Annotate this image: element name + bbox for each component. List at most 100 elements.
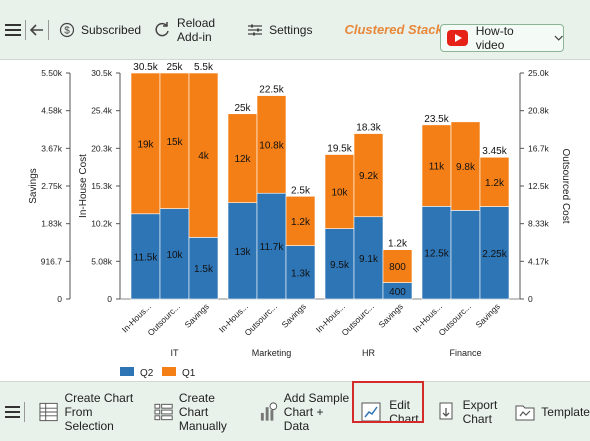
inhouse-tick-label: 5.08k: [91, 256, 113, 266]
add-sample-chart-button[interactable]: Add Sample Chart + Data: [259, 391, 350, 433]
settings-label: Settings: [269, 22, 313, 37]
menu-icon[interactable]: [5, 405, 21, 418]
data-label-q2: 9.5k: [330, 260, 350, 271]
howto-label: How-to video: [475, 24, 514, 52]
bar-q1: [188, 72, 219, 238]
data-label-q1: 11k: [429, 162, 445, 173]
folder-template-icon: [515, 405, 535, 420]
group-label: Marketing: [252, 348, 292, 358]
category-tick-label: Savings: [376, 301, 404, 329]
data-label-q2: 13k: [234, 247, 251, 258]
data-label-q1: 12k: [234, 154, 251, 165]
back-arrow-icon[interactable]: [30, 23, 44, 37]
data-label-total: 23.5k: [424, 114, 449, 125]
bar-q1: [324, 154, 355, 229]
savings-tick-label: 1.83k: [41, 219, 63, 229]
edit-chart-highlight: [352, 381, 424, 423]
template-label: Template: [541, 404, 590, 419]
data-label-total: 19.5k: [327, 144, 352, 155]
reload-label-2: Add-in: [177, 29, 212, 44]
export-chart-label-2: Chart: [462, 411, 492, 426]
savings-tick-label: 3.67k: [41, 143, 63, 153]
edit-chart-icon: [361, 402, 381, 421]
outsourced-tick-label: 25.0k: [528, 68, 550, 78]
inhouse-tick-label: 10.2k: [91, 219, 113, 229]
savings-tick-label: 2.75k: [41, 181, 63, 191]
chart-title: Clustered Stacked...: [344, 22, 469, 37]
bar-q2: [324, 228, 355, 300]
settings-button[interactable]: Settings: [247, 23, 312, 37]
outsourced-axis-title: Outsourced Cost: [560, 148, 571, 223]
group-label: HR: [362, 348, 375, 358]
data-label-q2: 9.1k: [359, 254, 379, 265]
bar-q1: [256, 95, 287, 194]
howto-video-button[interactable]: How-to video: [440, 24, 564, 52]
create-chart-manually-button[interactable]: Create Chart Manually: [154, 391, 245, 433]
divider: [48, 19, 49, 40]
export-chart-button[interactable]: Export Chart: [439, 398, 497, 426]
savings-axis-title: Savings: [28, 168, 39, 204]
savings-tick-label: 4.58k: [41, 106, 63, 116]
data-label-q2: 1.3k: [291, 268, 311, 279]
bar-q1: [421, 124, 452, 207]
bar-q1: [159, 72, 190, 209]
data-label-total: 25k: [166, 62, 183, 73]
data-label-q1: 15k: [166, 137, 183, 148]
outsourced-tick-label: 16.7k: [528, 143, 550, 153]
outsourced-tick-label: 8.33k: [528, 219, 550, 229]
data-label-q1: 4k: [198, 151, 210, 162]
chevron-down-icon: [554, 35, 563, 41]
bar-q1: [285, 195, 316, 246]
data-label-q1: 800: [389, 262, 406, 273]
chart: 5.50k 4.58k 3.67k 2.75k 1.83k 916.7 0 30.5k 25.4…: [28, 62, 571, 379]
bar-q2: [353, 216, 384, 300]
bar-q2: [159, 208, 190, 300]
reload-addin-button[interactable]: Reload Add-in: [153, 16, 215, 44]
inhouse-tick-label: 25.4k: [91, 106, 113, 116]
bottom-toolbar: Create Chart From Selection Create Chart…: [0, 381, 590, 441]
manual-table-icon: [154, 403, 173, 420]
data-label-q2: 11.5k: [134, 252, 159, 263]
settings-sliders-icon: [248, 24, 263, 35]
data-label-q1: 1.2k: [485, 178, 505, 189]
table-grid-icon: [39, 402, 58, 421]
subscribed-button[interactable]: $ Subscribed: [59, 22, 141, 38]
data-label-q2: 2.25k: [482, 249, 507, 260]
legend-label-q2: Q2: [140, 368, 154, 379]
dollar-icon: $: [59, 22, 75, 37]
group-label: Finance: [449, 348, 481, 358]
template-button[interactable]: Template: [515, 403, 590, 421]
legend-swatch-q2: [120, 367, 134, 376]
bar-q1: [130, 72, 161, 215]
category-tick-label: Savings: [279, 301, 307, 329]
inhouse-tick-label: 30.5k: [91, 68, 113, 78]
outsourced-tick-label: 0: [528, 294, 533, 304]
group-label: IT: [171, 348, 180, 358]
create-chart-from-selection-button[interactable]: Create Chart From Selection: [39, 391, 141, 433]
legend-swatch-q1: [162, 367, 176, 376]
savings-tick-label: 916.7: [41, 256, 63, 266]
data-label-q1: 1.2k: [291, 217, 311, 228]
reload-label-1: Reload: [177, 15, 216, 30]
data-label-q1: 10.8k: [259, 140, 284, 151]
add-sample-label-1: Add Sample: [283, 390, 350, 405]
create-manual-label-1: Create Chart: [178, 390, 215, 419]
bar-q1: [353, 133, 384, 218]
divider: [24, 401, 26, 422]
reload-icon: [155, 21, 169, 36]
outsourced-tick-label: 20.8k: [528, 106, 550, 116]
category-tick-label: Savings: [182, 301, 210, 329]
subscribed-label: Subscribed: [81, 22, 142, 37]
bar-q2: [256, 192, 287, 300]
menu-icon[interactable]: [5, 23, 21, 36]
data-label-q1: 9.8k: [456, 162, 476, 173]
savings-tick-label: 0: [57, 294, 62, 304]
data-label-q1: 19k: [137, 139, 154, 150]
inhouse-axis-title: In-House Cost: [78, 154, 89, 218]
data-label-total: 5.5k: [194, 62, 214, 73]
divider: [25, 19, 26, 40]
data-label-q2: 10k: [166, 250, 183, 261]
data-label-total: 22.5k: [259, 85, 284, 96]
data-label-total: 2.5k: [291, 185, 311, 196]
outsourced-tick-label: 12.5k: [528, 181, 550, 191]
